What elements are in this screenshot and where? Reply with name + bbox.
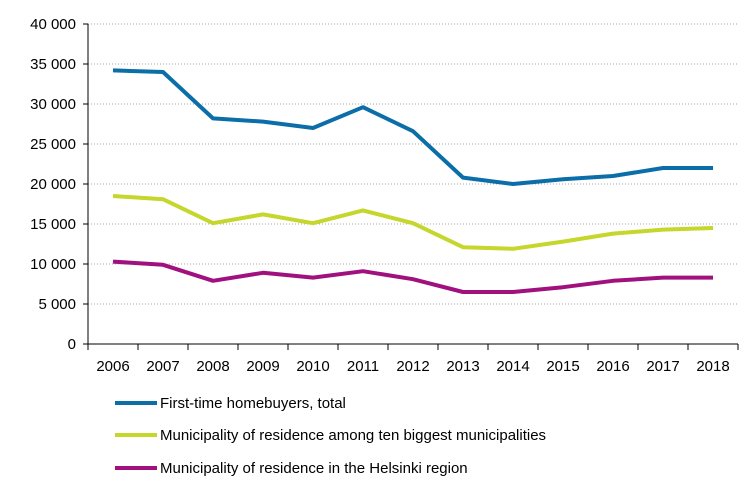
legend: First-time homebuyers, total Municipality…: [115, 395, 546, 477]
legend-label-3: Municipality of residence in the Helsink…: [160, 460, 468, 477]
x-tick-label: 2010: [296, 358, 329, 375]
y-tick-label: 0: [68, 336, 76, 353]
axes: [83, 23, 739, 350]
x-tick-label: 2013: [446, 358, 479, 375]
y-tick-label: 25 000: [30, 136, 76, 153]
x-tick-label: 2016: [596, 358, 629, 375]
legend-label-2: Municipality of residence among ten bigg…: [160, 427, 546, 444]
x-tick-label: 2008: [196, 358, 229, 375]
y-tick-label: 20 000: [30, 176, 76, 193]
y-tick-label: 30 000: [30, 96, 76, 113]
series-line-1: [112, 68, 713, 186]
y-tick-label: 40 000: [30, 16, 76, 33]
y-axis-tick-labels: 0 5 000 10 000 15 000 20 000 25 000 30 000 35 0…: [30, 16, 76, 353]
y-tick-label: 35 000: [30, 56, 76, 73]
x-tick-label: 2011: [347, 358, 379, 375]
gridlines: [88, 23, 738, 305]
x-tick-label: 2017: [646, 358, 679, 375]
x-tick-label: 2012: [396, 358, 429, 375]
x-tick-label: 2014: [496, 358, 529, 375]
x-axis-tick-labels: 2006 2007 2008 2009 2010 2011 2012 2013 2014 2015…: [96, 358, 729, 375]
y-tick-label: 5 000: [38, 296, 76, 313]
series-lines: [112, 68, 714, 294]
x-tick-label: 2007: [146, 358, 179, 375]
x-tick-label: 2009: [246, 358, 279, 375]
x-tick-label: 2006: [96, 358, 129, 375]
series-line-3: [112, 259, 713, 294]
legend-label-1: First-time homebuyers, total: [160, 395, 346, 412]
y-tick-label: 15 000: [30, 216, 76, 233]
y-tick-label: 10 000: [30, 256, 76, 273]
x-tick-label: 2015: [546, 358, 579, 375]
series-line-2: [112, 194, 714, 251]
x-tick-label: 2018: [696, 358, 729, 375]
